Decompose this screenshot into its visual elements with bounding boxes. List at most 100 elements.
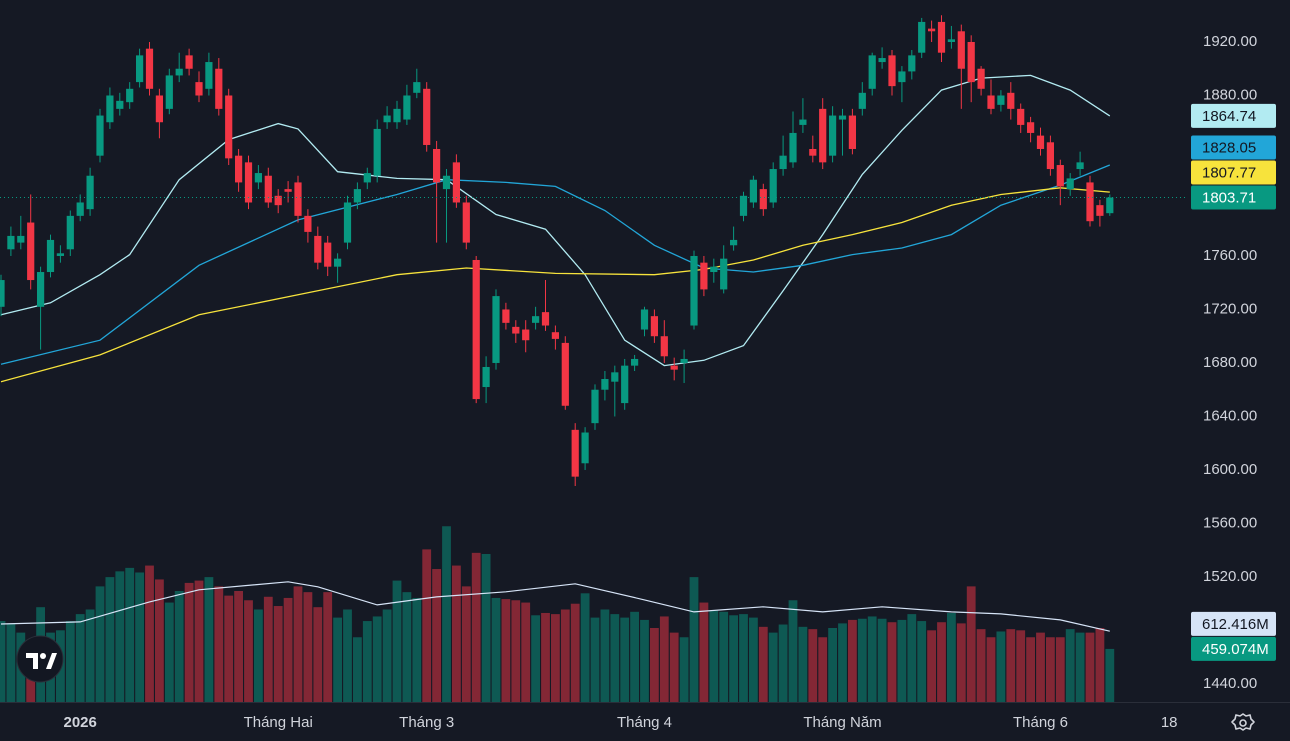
volume-bar [669, 632, 679, 702]
volume-bar [442, 526, 451, 702]
candle-body [116, 100, 124, 109]
volume-bar [164, 602, 174, 702]
candle-body [1036, 135, 1045, 149]
candle-body [27, 222, 35, 281]
price-badge [1191, 160, 1276, 185]
volume-bar [293, 586, 303, 702]
y-tick-label: 1520.00 [1203, 568, 1257, 585]
volume-bar [224, 595, 234, 702]
candle-body [601, 379, 609, 390]
volume-bar [966, 586, 976, 702]
logo[interactable] [16, 635, 64, 683]
price-badge-label: 1828.05 [1202, 139, 1256, 156]
candle-body [908, 55, 916, 72]
candle-body [284, 189, 292, 192]
candle-body [720, 258, 728, 290]
volume-bar [580, 593, 590, 702]
volume-bar [848, 619, 857, 702]
candle-body [314, 235, 322, 263]
candle-body [423, 88, 431, 145]
candle-body [878, 58, 886, 63]
candle-body [918, 21, 926, 53]
candle-body [819, 108, 827, 163]
candle-body [1106, 197, 1114, 214]
candle-body [561, 342, 569, 406]
y-tick-label: 1680.00 [1203, 354, 1257, 371]
volume-bar [758, 626, 768, 702]
volume-bar [778, 624, 788, 702]
candle-body [769, 169, 777, 203]
candle-body [957, 31, 965, 69]
volume-bar [372, 616, 382, 702]
volume-bar [135, 572, 144, 702]
volume-bar [353, 637, 362, 702]
candle-body [254, 173, 262, 183]
volume-bar [392, 580, 402, 702]
candle-body [640, 309, 649, 330]
volume-bar [95, 586, 105, 702]
volume-bar [570, 603, 580, 702]
candle-body [1007, 92, 1015, 109]
candle-body [987, 95, 995, 109]
candle-body [492, 296, 500, 363]
volume-bar [412, 597, 422, 702]
volume-bar [283, 597, 293, 702]
candle-body [739, 195, 748, 216]
volume-bar [768, 632, 778, 702]
candle-body [759, 189, 767, 210]
volume-bar [115, 571, 125, 702]
volume-bar [204, 577, 214, 702]
volume-bar [560, 609, 570, 702]
volume-bar [1075, 632, 1085, 702]
candle-body [0, 280, 5, 307]
price-badge-label: 612.416M [1202, 616, 1269, 633]
volume-bar [343, 609, 352, 702]
y-tick-label: 1880.00 [1203, 86, 1257, 103]
volume-bar [650, 628, 659, 702]
candle-body [334, 258, 342, 267]
candle-body [789, 132, 797, 163]
candle-body [86, 175, 94, 210]
candle-body [551, 332, 559, 339]
candle-body [997, 95, 1005, 105]
volume-bar [461, 586, 471, 702]
price-badge-label: 1803.71 [1202, 189, 1256, 206]
x-tick-label: 18 [1161, 714, 1178, 731]
candle-body [126, 88, 134, 103]
candle-body [294, 182, 302, 216]
candle-body [532, 316, 540, 323]
volume-bar [828, 628, 837, 702]
price-badge [1191, 636, 1276, 661]
volume-bar [1085, 632, 1095, 702]
candle-body [155, 95, 163, 123]
volume-bar [1055, 637, 1065, 702]
volume-bar [986, 637, 996, 702]
volume-bar [323, 592, 333, 702]
candle-body [937, 21, 946, 53]
candle-body [46, 239, 55, 273]
volume-bar [887, 622, 897, 702]
volume-bar [897, 619, 907, 702]
volume-bar [244, 600, 253, 702]
x-tick-label: Tháng 3 [399, 714, 454, 731]
candle-body [611, 372, 619, 382]
candle-body [96, 115, 104, 156]
candle-body [838, 115, 847, 120]
candle-body [710, 266, 718, 273]
price-badge-label: 1864.74 [1202, 108, 1256, 125]
volume-bar [1036, 632, 1045, 702]
candle-body [482, 366, 490, 388]
candle-body [353, 189, 361, 203]
volume-bar [402, 592, 412, 702]
volume-bar [551, 614, 560, 702]
volume-bar [452, 565, 461, 702]
volume-bar [125, 567, 135, 702]
volume-bar [590, 617, 600, 702]
settings-button[interactable] [1231, 713, 1255, 731]
price-badge-label: 1807.77 [1202, 164, 1256, 181]
candle-body [967, 41, 975, 83]
volume-bar [996, 631, 1006, 702]
volume-bar [640, 619, 649, 702]
candle-body [928, 28, 936, 32]
x-tick-label: Tháng Hai [244, 714, 313, 731]
